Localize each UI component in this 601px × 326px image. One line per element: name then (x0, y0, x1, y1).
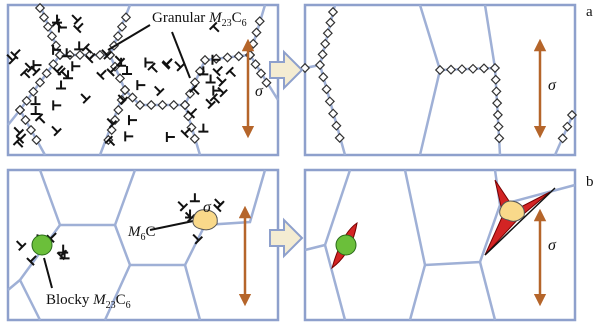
symbol: C (232, 10, 242, 26)
subscript: 6 (242, 18, 247, 29)
subscript: 23 (106, 300, 116, 311)
symbol: C (116, 292, 126, 308)
sigma: σ (548, 77, 557, 94)
sigma: σ (255, 83, 264, 100)
panel (305, 5, 575, 155)
diagram: a b σ σ σ σ Granular M23C6 M6C Blocky M2… (0, 0, 601, 326)
word: Blocky (46, 292, 90, 308)
panel-label: a (586, 4, 593, 20)
sigma: σ (203, 199, 212, 216)
sigma: σ (548, 237, 557, 254)
panel-label: b (586, 174, 594, 190)
subscript: 6 (126, 300, 131, 311)
symbol: C (146, 224, 156, 240)
panels (8, 5, 575, 320)
subscript: 23 (222, 18, 232, 29)
word: Granular (152, 10, 205, 26)
